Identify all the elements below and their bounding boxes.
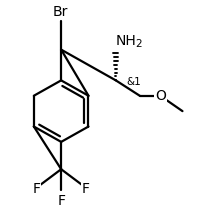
- Text: Br: Br: [53, 5, 68, 19]
- Text: F: F: [57, 194, 65, 208]
- Text: &1: &1: [126, 77, 141, 87]
- Text: NH: NH: [116, 34, 137, 48]
- Text: 2: 2: [135, 39, 142, 49]
- Text: F: F: [82, 182, 90, 196]
- Text: O: O: [155, 89, 166, 103]
- Text: F: F: [33, 182, 41, 196]
